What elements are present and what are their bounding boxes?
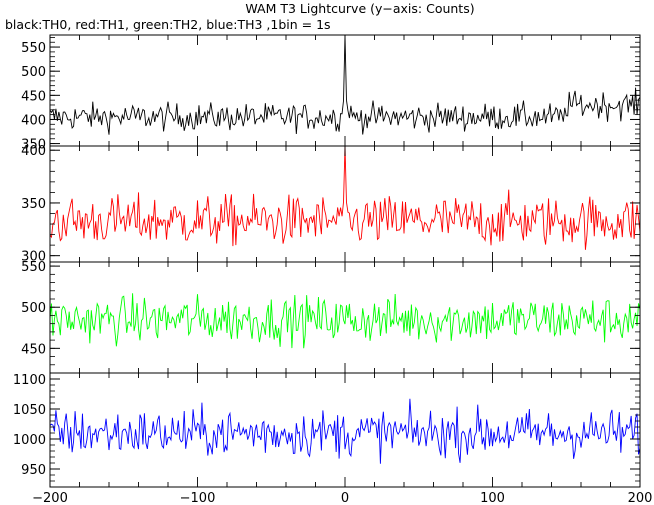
series-line-th1 [50,146,640,250]
series-line-th2 [50,293,640,349]
chart-title: WAM T3 Lightcurve (y−axis: Counts) [245,1,474,16]
x-tick-label: 100 [480,491,505,505]
y-tick-label: 1000 [13,433,46,448]
x-tick-label: −200 [32,491,68,505]
y-tick-label: 550 [21,260,46,275]
y-tick-label: 550 [21,41,46,56]
panels-group: 3504004505005503003504004505005509501000… [13,34,653,505]
y-tick-label: 950 [21,463,46,478]
y-tick-label: 400 [21,113,46,128]
panel-3: 950 1000 1050 1100 [13,372,641,488]
series-line-th0 [50,35,640,135]
y-tick-label: 350 [21,138,46,153]
panel-2: 450 500 550 [21,260,641,374]
y-tick-label: 450 [21,89,46,104]
x-tick-label: 0 [341,491,349,505]
y-tick-label: 450 [21,342,46,357]
y-tick-label: 300 [21,250,46,265]
y-tick-label: 350 [21,197,46,212]
panel-1: 300 350 400 [21,144,641,265]
chart-subtitle: black:TH0, red:TH1, green:TH2, blue:TH3 … [5,17,331,32]
panel-0: 350 400 450 500 550 [21,34,641,153]
y-tick-label: 400 [21,144,46,159]
series-line-th3 [50,398,640,464]
y-tick-label: 1100 [13,373,46,388]
y-tick-label: 500 [21,65,46,80]
x-tick-label: −100 [180,491,216,505]
x-tick-label: 200 [628,491,653,505]
y-tick-label: 1050 [13,403,46,418]
y-tick-label: 500 [21,301,46,316]
